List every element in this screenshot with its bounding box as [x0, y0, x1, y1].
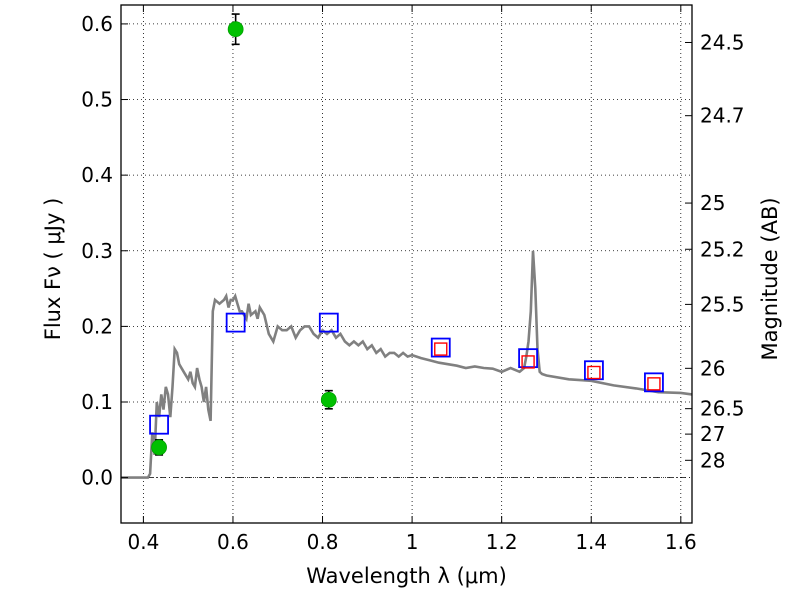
x-tick-label: 0.8 — [307, 530, 339, 554]
y-tick-label: 0.1 — [81, 390, 113, 414]
x-tick-label: 1.6 — [665, 530, 697, 554]
plot-frame — [120, 4, 693, 524]
observed-point — [151, 439, 167, 456]
x-tick-label: 1.2 — [486, 530, 518, 554]
model-photometry-blue-square — [518, 348, 538, 369]
y-tick-label: 0.2 — [81, 314, 113, 338]
magnitude-tick-label: 25.2 — [700, 237, 745, 261]
model-photometry-blue-square — [584, 360, 604, 381]
data-series — [121, 13, 692, 479]
axis-ticks: 0.4 0.6 0.8 1 1.2 1.4 1.6 0.0 0.1 0.2 0.3 0.4 0.5 0.6… — [81, 5, 745, 554]
x-tick-label: 1.4 — [575, 530, 607, 554]
magnitude-tick-label: 27 — [700, 422, 725, 446]
y2-axis-label: Magnitude (AB) — [758, 197, 782, 360]
model-photometry-red-square — [587, 365, 601, 380]
y-tick-label: 0.3 — [81, 239, 113, 263]
magnitude-tick-label: 28 — [700, 448, 725, 472]
x-tick-label: 0.4 — [127, 530, 159, 554]
y-tick-label: 0.0 — [81, 466, 113, 490]
model-photometry-red-square — [434, 342, 448, 356]
magnitude-tick-label: 25 — [700, 191, 725, 215]
model-spectrum-line — [121, 250, 692, 479]
grid-lines — [121, 5, 692, 523]
model-photometry-blue-square — [225, 312, 246, 333]
observed-point — [320, 391, 337, 408]
y-tick-label: 0.4 — [81, 163, 113, 187]
magnitude-tick-label: 26 — [700, 356, 725, 380]
y-tick-label: 0.6 — [81, 12, 113, 36]
model-photometry-blue-square — [318, 312, 339, 333]
x-tick-label: 1 — [406, 530, 419, 554]
model-photometry-red-square — [521, 355, 535, 369]
magnitude-tick-label: 25.5 — [700, 292, 745, 316]
magnitude-tick-label: 26.5 — [700, 397, 745, 421]
observed-point — [227, 21, 244, 38]
y-tick-label: 0.5 — [81, 88, 113, 112]
y-axis-label: Flux Fν ( μJy ) — [41, 198, 65, 341]
model-photometry-blue-square — [644, 372, 664, 393]
magnitude-tick-label: 24.7 — [700, 104, 745, 128]
model-photometry-blue-square — [149, 414, 169, 435]
magnitude-tick-label: 24.5 — [700, 30, 745, 54]
model-photometry-blue-square — [430, 337, 451, 358]
x-tick-label: 0.6 — [217, 530, 249, 554]
x-axis-label: Wavelength λ (μm) — [306, 564, 507, 588]
model-photometry-red-square — [647, 377, 661, 391]
